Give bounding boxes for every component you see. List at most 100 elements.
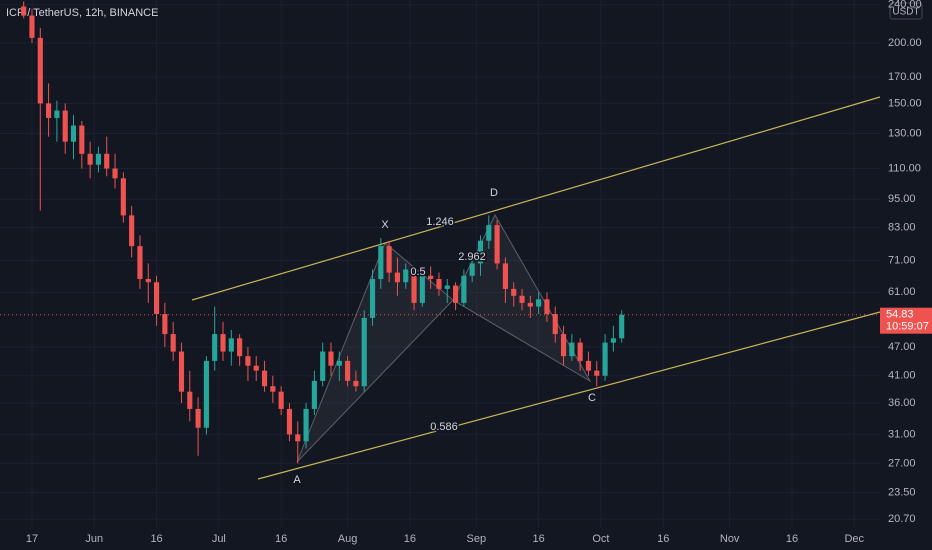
candle-body (386, 246, 392, 273)
candle-body (29, 15, 35, 38)
candle-body (54, 110, 60, 118)
candle-body (79, 125, 85, 154)
candle-body (87, 153, 93, 165)
candle-body (261, 370, 268, 387)
chart-title: ICP / TetherUS, 12h, BINANCE (6, 7, 158, 19)
y-tick-label: 23.50 (888, 486, 916, 498)
candle-body (245, 356, 251, 366)
y-tick-label: 110.00 (888, 162, 921, 174)
candle-body (320, 351, 326, 381)
y-tick-label: 47.00 (888, 341, 916, 353)
drawings (191, 96, 881, 480)
candle-body (195, 408, 201, 428)
y-tick-label: 150.00 (888, 97, 922, 109)
candle-body (594, 370, 600, 376)
candle-body (129, 215, 135, 247)
currency-label: USDT (892, 7, 919, 18)
candle-body (552, 314, 558, 335)
x-tick-label: Sep (467, 533, 487, 545)
candle-body (328, 351, 334, 366)
axis-layer: 20.70 23.50 27.00 31.00 36.00 41.00 47.00 61.00… (26, 0, 932, 545)
candle-body (469, 263, 475, 276)
annotation: D (490, 187, 498, 199)
last-price-label: 54.83 (886, 309, 914, 321)
candle-body (610, 338, 616, 343)
candle-body (527, 302, 533, 307)
candle-body (237, 338, 243, 357)
annotation: 2.962 (458, 251, 486, 263)
candle-body (212, 334, 218, 361)
candle-body (120, 178, 126, 216)
upper-trend-line (191, 96, 881, 301)
candle-body (452, 285, 459, 303)
candle-body (345, 360, 351, 381)
candle-body (511, 288, 517, 296)
candle-body (336, 360, 342, 366)
candle-body (153, 282, 160, 315)
candle-body (253, 365, 259, 371)
candle-body (536, 299, 542, 307)
grid-layer (0, 0, 880, 528)
x-tick-label: Oct (592, 533, 609, 545)
candle-body (295, 434, 301, 442)
marks-layer (0, 1, 880, 464)
candle-body (602, 342, 608, 376)
y-tick-label: 41.00 (888, 370, 916, 382)
x-tick-label: 16 (404, 533, 416, 545)
x-tick-label: 16 (533, 533, 545, 545)
candle-body (137, 246, 143, 279)
candle-body (428, 275, 434, 279)
candle-body (560, 334, 567, 357)
annotation: X (381, 219, 389, 231)
annotation: 1.246 (426, 216, 454, 228)
currency-box (889, 2, 923, 20)
candle-body (178, 351, 185, 392)
x-tick-label: 16 (786, 533, 798, 545)
candle-body (353, 380, 359, 387)
candle-body (619, 314, 625, 339)
ann-layer: X A D C 1.246 0.5 2.962 0.586 (292, 185, 598, 487)
candle-body (187, 391, 193, 409)
candle-body (228, 338, 234, 352)
candle-body (519, 295, 525, 303)
y-tick-label: 83.00 (888, 222, 916, 234)
candle-body (62, 110, 68, 142)
candle-body (278, 391, 284, 409)
last-price-box (880, 307, 932, 334)
x-tick-label: Dec (844, 533, 864, 545)
countdown-label: 10:59:07 (886, 321, 929, 333)
x-tick-label: Jun (85, 533, 103, 545)
candle-body (378, 246, 384, 279)
x-tick-label: 16 (150, 533, 162, 545)
candle-body (95, 153, 101, 165)
annotation: C (588, 392, 596, 404)
candle-body (220, 334, 226, 352)
candle-body (585, 360, 592, 371)
candle-body (70, 125, 77, 142)
candle-body (419, 275, 425, 303)
y-tick-label: 240.00 (888, 0, 922, 11)
candle-body (303, 408, 309, 442)
candle-body (270, 386, 276, 392)
candle-body (394, 272, 401, 283)
y-tick-label: 200.00 (888, 37, 922, 49)
annotation: 0.586 (430, 421, 458, 433)
candle-body (477, 240, 484, 264)
candle-body (311, 380, 317, 409)
x-tick-label: Aug (338, 533, 358, 545)
candle-body (486, 225, 492, 241)
candle-body (21, 6, 27, 16)
x-tick-label: 17 (26, 533, 38, 545)
candle-body (436, 278, 442, 289)
candle-body (502, 263, 508, 289)
y-tick-label: 170.00 (888, 71, 922, 83)
candle-body (461, 275, 467, 303)
candle-body (104, 153, 110, 169)
candle-body (361, 317, 367, 387)
y-tick-label: 61.00 (888, 286, 916, 298)
y-tick-label: 71.00 (888, 254, 916, 266)
y-tick-label: 31.00 (888, 428, 916, 440)
candle-body (444, 285, 450, 289)
annotation: 0.5 (410, 266, 425, 278)
candle-body (286, 408, 293, 435)
